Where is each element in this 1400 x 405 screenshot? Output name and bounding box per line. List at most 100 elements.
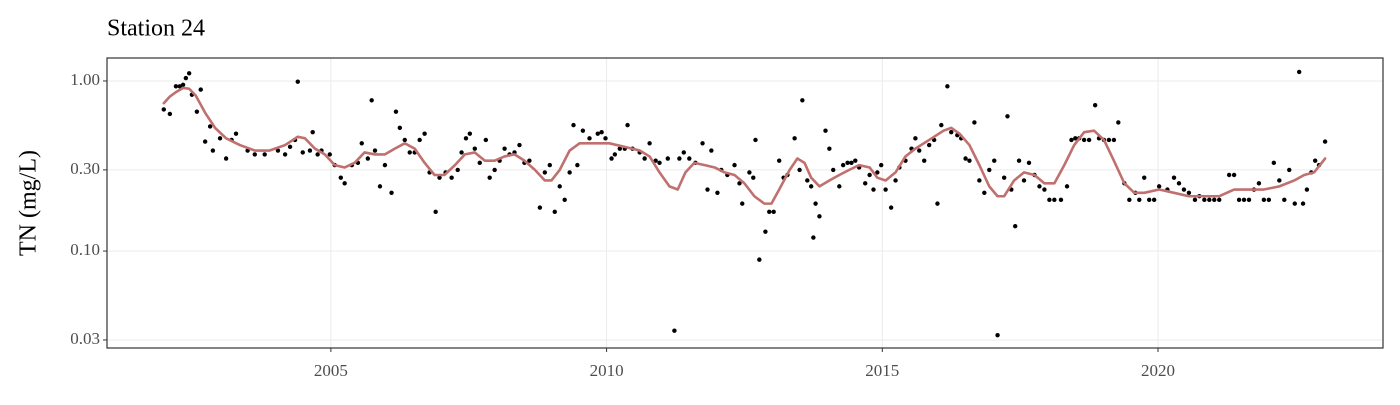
data-point [1156,184,1162,189]
data-point [939,122,944,128]
data-point [327,152,332,157]
x-tick-label: 2020 [1141,361,1175,380]
data-point [1296,69,1302,75]
data-point [1246,197,1252,203]
data-point [359,141,364,146]
data-point [945,84,950,89]
data-point [1282,197,1287,203]
data-point [972,120,977,125]
data-point [647,141,652,146]
data-point [917,148,922,153]
data-point [449,175,454,180]
data-point [1058,197,1064,203]
data-point [963,156,968,161]
data-point [1137,197,1142,203]
data-point [459,150,464,155]
data-point [1042,187,1047,192]
data-point [926,142,932,148]
data-point [342,181,347,186]
data-point [393,109,399,114]
data-point [307,148,313,153]
y-axis-label: TN (mg/L) [16,150,42,256]
data-point [657,160,662,166]
data-point [183,75,189,81]
data-point [763,229,768,234]
data-point [315,152,320,157]
data-point [837,184,842,189]
data-point [437,175,442,180]
data-point [982,190,987,196]
data-point [1192,197,1198,203]
data-point [665,156,671,161]
data-point [210,148,216,153]
data-point [687,156,692,161]
trend-line [162,86,1327,205]
data-point [1001,175,1007,180]
data-point [1127,197,1132,203]
data-point [853,158,858,163]
data-point [595,131,600,136]
data-point [477,160,482,166]
data-point [677,156,682,161]
data-point [223,156,229,161]
data-point [1111,137,1117,143]
data-point [1047,197,1052,203]
data-point [797,167,802,173]
data-point [161,107,166,112]
data-point [198,87,203,92]
y-tick-label: 1.00 [70,70,100,89]
data-point [1176,181,1182,186]
data-point [840,162,846,168]
data-point [365,156,371,161]
data-point [433,209,438,215]
data-point [817,214,822,219]
data-point [800,98,805,103]
data-point [177,84,182,89]
data-point [625,122,630,128]
data-point [1261,197,1267,203]
data-point [282,152,288,157]
data-point [580,128,586,133]
data-point [1092,103,1098,108]
data-point [612,152,618,157]
data-point [740,201,745,206]
data-point [252,152,257,157]
data-point [672,328,677,333]
data-point [1322,139,1328,144]
data-point [487,175,492,180]
data-point [813,201,818,206]
data-point [849,160,854,166]
data-point [1212,197,1217,203]
data-point [808,184,814,189]
data-point [422,131,427,136]
data-point [879,162,884,168]
data-point [893,178,898,183]
data-point [1236,197,1242,203]
data-point [483,137,489,143]
data-point [617,146,623,151]
data-point [888,205,894,210]
data-point [1300,201,1306,206]
data-point [913,136,918,141]
data-point [1312,158,1318,163]
data-point [757,257,762,262]
plot-border [106,57,1384,349]
data-point [715,190,720,196]
data-point [805,178,810,183]
data-point [377,184,383,189]
data-point [992,158,997,163]
data-point [1106,137,1112,143]
data-point [262,152,267,157]
data-point [502,146,507,151]
data-point [1052,197,1057,203]
data-point [1266,197,1272,203]
x-tick-label: 2005 [314,361,348,380]
data-point [397,125,403,131]
data-point [987,167,992,173]
data-point [194,109,200,114]
data-point [1081,137,1087,143]
data-point [935,201,940,206]
data-point [1073,136,1078,141]
